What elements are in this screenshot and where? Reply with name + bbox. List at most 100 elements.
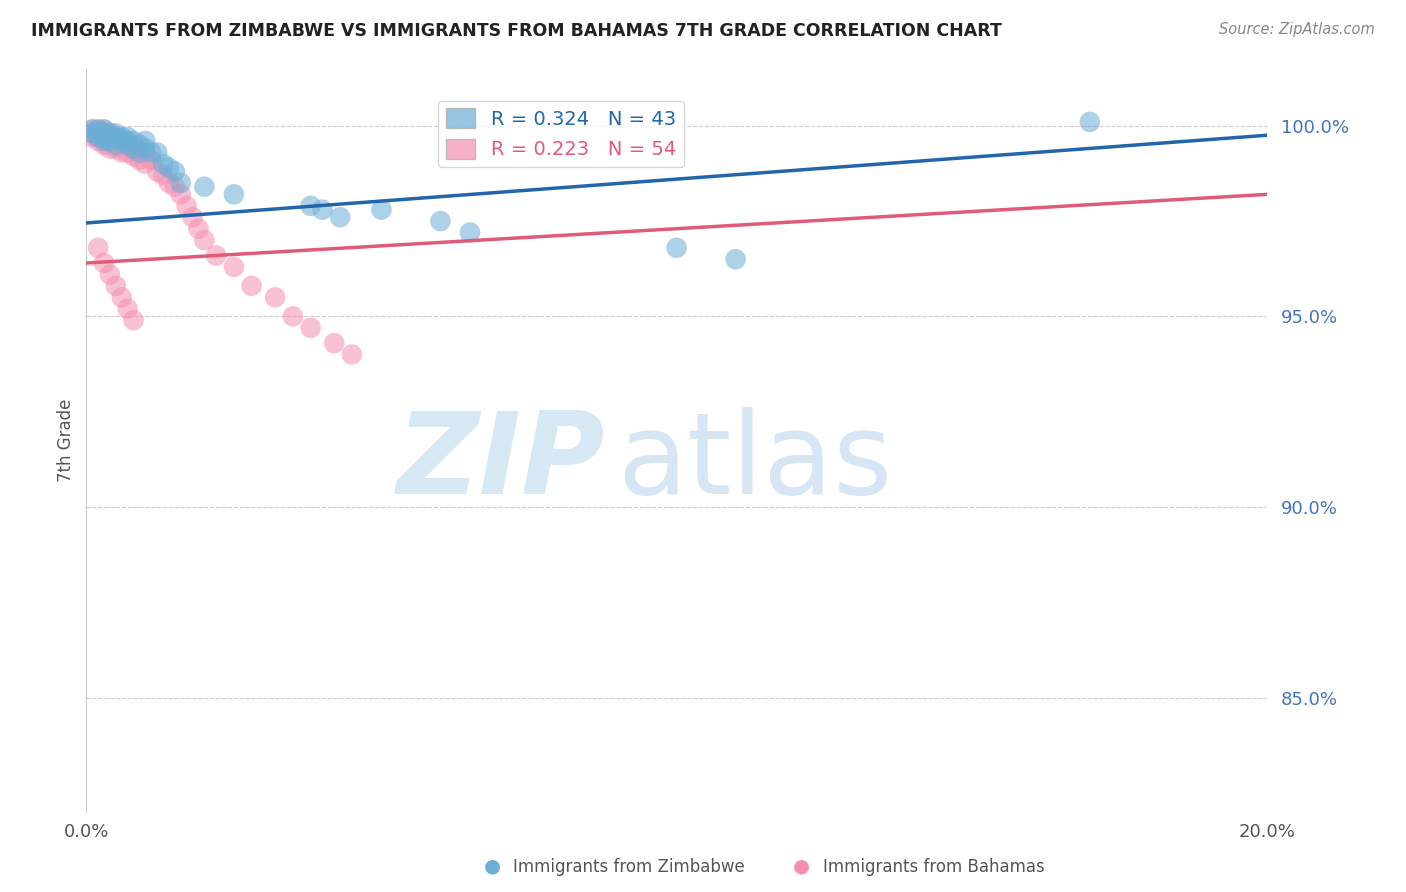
Point <box>181 211 204 225</box>
Point <box>311 202 333 217</box>
Point <box>93 122 115 136</box>
Point <box>98 127 121 141</box>
Point <box>111 134 134 148</box>
Point <box>104 130 127 145</box>
Point <box>98 130 121 145</box>
Point <box>299 199 322 213</box>
Text: IMMIGRANTS FROM ZIMBABWE VS IMMIGRANTS FROM BAHAMAS 7TH GRADE CORRELATION CHART: IMMIGRANTS FROM ZIMBABWE VS IMMIGRANTS F… <box>31 22 1002 40</box>
Point <box>104 134 127 148</box>
Point <box>82 130 104 145</box>
Text: ●: ● <box>793 857 810 876</box>
Point <box>104 279 127 293</box>
Point <box>157 176 180 190</box>
Point <box>176 199 198 213</box>
Point <box>264 290 287 304</box>
Point <box>93 127 115 141</box>
Point <box>98 142 121 156</box>
Point <box>93 130 115 145</box>
Point <box>111 290 134 304</box>
Point <box>111 134 134 148</box>
Point <box>104 127 127 141</box>
Point <box>87 130 110 145</box>
Point <box>128 145 150 160</box>
Point <box>87 122 110 136</box>
Point <box>370 202 392 217</box>
Point <box>82 122 104 136</box>
Point <box>117 137 139 152</box>
Point <box>87 241 110 255</box>
Point <box>340 347 363 361</box>
Text: atlas: atlas <box>617 407 893 518</box>
Point <box>152 157 174 171</box>
Point <box>458 226 481 240</box>
Point <box>193 179 215 194</box>
Point <box>724 252 747 267</box>
Point <box>87 127 110 141</box>
Point <box>93 134 115 148</box>
Point <box>157 161 180 175</box>
Legend: R = 0.324   N = 43, R = 0.223   N = 54: R = 0.324 N = 43, R = 0.223 N = 54 <box>439 101 683 167</box>
Point <box>87 130 110 145</box>
Point <box>122 134 145 148</box>
Point <box>111 145 134 160</box>
Point <box>170 187 193 202</box>
Point <box>122 149 145 163</box>
Point <box>117 145 139 160</box>
Point <box>93 122 115 136</box>
Point <box>1078 115 1101 129</box>
Point <box>98 134 121 148</box>
Point <box>93 256 115 270</box>
Point <box>665 241 688 255</box>
Point <box>146 164 169 178</box>
Y-axis label: 7th Grade: 7th Grade <box>58 399 75 482</box>
Point <box>104 130 127 145</box>
Point <box>87 122 110 136</box>
Point <box>82 122 104 136</box>
Point <box>93 137 115 152</box>
Point <box>146 145 169 160</box>
Point <box>128 137 150 152</box>
Point <box>163 179 186 194</box>
Point <box>82 127 104 141</box>
Point <box>104 137 127 152</box>
Text: ZIP: ZIP <box>398 407 606 518</box>
Point <box>111 130 134 145</box>
Point <box>141 145 163 160</box>
Text: Source: ZipAtlas.com: Source: ZipAtlas.com <box>1219 22 1375 37</box>
Point <box>122 313 145 327</box>
Point <box>193 233 215 247</box>
Point <box>98 134 121 148</box>
Point <box>222 260 245 274</box>
Point <box>134 157 156 171</box>
Point <box>98 268 121 282</box>
Point <box>187 221 209 235</box>
Point <box>134 134 156 148</box>
Point <box>82 127 104 141</box>
Point <box>104 142 127 156</box>
Text: ●: ● <box>484 857 501 876</box>
Point <box>87 134 110 148</box>
Point <box>134 145 156 160</box>
Point <box>170 176 193 190</box>
Text: Immigrants from Zimbabwe: Immigrants from Zimbabwe <box>513 858 745 876</box>
Point <box>122 142 145 156</box>
Point <box>98 127 121 141</box>
Point <box>117 134 139 148</box>
Point <box>98 130 121 145</box>
Point <box>240 279 263 293</box>
Point <box>128 145 150 160</box>
Point <box>222 187 245 202</box>
Point <box>299 321 322 335</box>
Point <box>281 310 304 324</box>
Point <box>134 142 156 156</box>
Point <box>117 137 139 152</box>
Point <box>93 127 115 141</box>
Point <box>128 153 150 167</box>
Point <box>93 130 115 145</box>
Point <box>117 130 139 145</box>
Point <box>141 153 163 167</box>
Point <box>323 336 346 351</box>
Point <box>163 164 186 178</box>
Point <box>205 248 228 262</box>
Point <box>152 169 174 183</box>
